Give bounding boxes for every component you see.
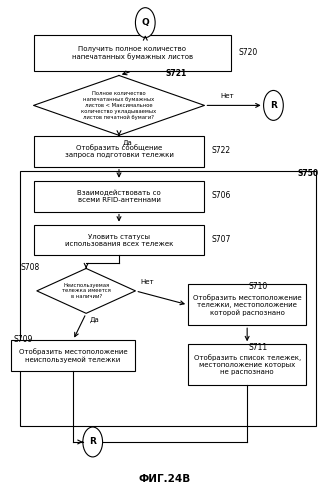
Text: Отобразить местоположение
тележки, местоположение
которой распознано: Отобразить местоположение тележки, место…	[193, 294, 302, 316]
Bar	[34, 136, 204, 166]
Text: ФИГ.24В: ФИГ.24В	[139, 474, 191, 484]
Text: S708: S708	[20, 263, 40, 272]
Text: Отобразить список тележек,
местоположение которых
не распознано: Отобразить список тележек, местоположени…	[193, 354, 301, 375]
Text: S711: S711	[249, 342, 268, 351]
Text: Q: Q	[142, 18, 149, 27]
Text: S720: S720	[239, 48, 258, 56]
Bar	[188, 344, 306, 385]
Bar	[34, 35, 231, 71]
Text: Отобразить сообщение
запроса подготовки тележки: Отобразить сообщение запроса подготовки …	[65, 144, 174, 158]
Text: S710: S710	[249, 282, 268, 292]
Circle shape	[264, 90, 283, 120]
Bar	[188, 284, 306, 326]
Text: Получить полное количество
напечатанных бумажных листов: Получить полное количество напечатанных …	[72, 46, 193, 60]
Polygon shape	[37, 268, 135, 314]
Text: Нет: Нет	[221, 94, 235, 100]
Text: Неиспользуемая
тележка имеется
в наличии?: Неиспользуемая тележка имеется в наличии…	[62, 282, 111, 299]
Text: Полное количество
напечатанных бумажных
листов < Максимальное
количество укладыв: Полное количество напечатанных бумажных …	[82, 91, 157, 120]
Text: S721: S721	[165, 69, 186, 78]
Bar	[34, 224, 204, 256]
Circle shape	[83, 427, 103, 457]
Text: Да: Да	[122, 140, 132, 146]
Text: Нет: Нет	[140, 279, 154, 285]
Bar	[34, 180, 204, 212]
Text: Взаимодействовать со
всеми RFID-антеннами: Взаимодействовать со всеми RFID-антеннам…	[77, 190, 161, 203]
Text: S709: S709	[14, 336, 33, 344]
Text: S706: S706	[211, 190, 230, 200]
Polygon shape	[34, 76, 204, 136]
Text: Отобразить местоположение
неиспользуемой тележки: Отобразить местоположение неиспользуемой…	[19, 348, 127, 363]
Text: S750: S750	[297, 169, 318, 178]
Text: S707: S707	[211, 234, 230, 244]
Text: S722: S722	[211, 146, 230, 155]
Circle shape	[135, 8, 155, 38]
Text: R: R	[89, 438, 96, 446]
Text: Уловить статусы
использования всех тележек: Уловить статусы использования всех тележ…	[65, 234, 173, 246]
Bar	[11, 340, 135, 371]
Bar	[20, 171, 316, 425]
Text: R: R	[270, 101, 277, 110]
Text: Да: Да	[89, 318, 99, 324]
